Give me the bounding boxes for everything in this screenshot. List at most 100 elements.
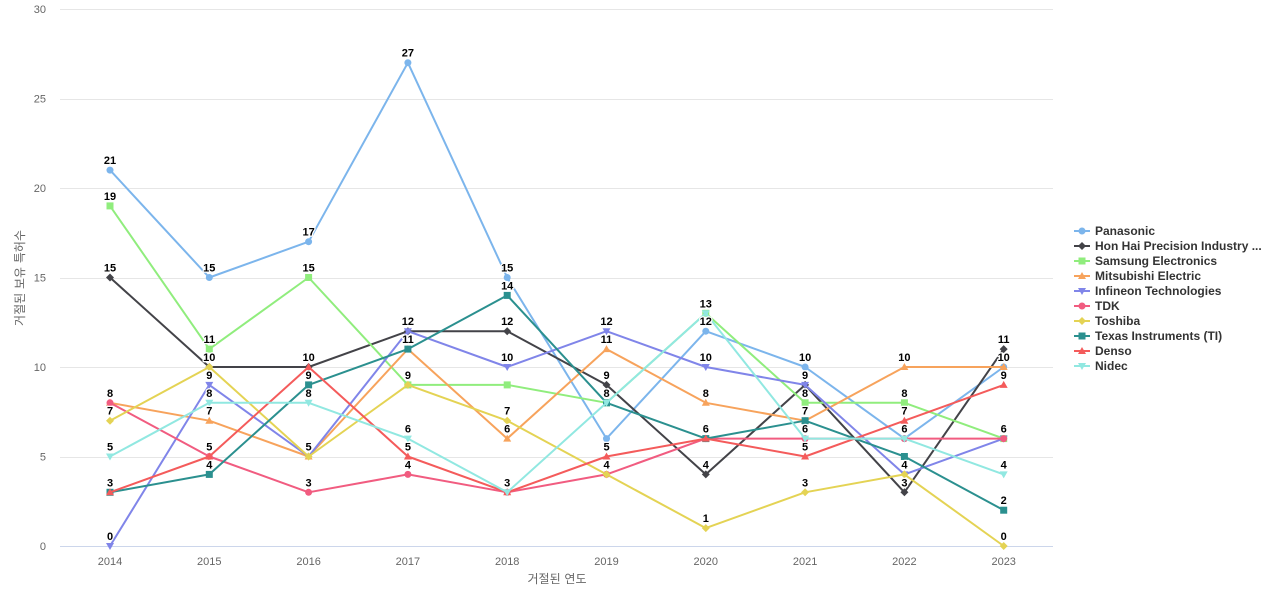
data-label: 17 [302, 227, 314, 239]
data-point [999, 542, 1008, 550]
data-label: 5 [306, 442, 312, 454]
data-label: 10 [898, 352, 910, 364]
series-line [109, 61, 1005, 440]
legend-symbol [1078, 272, 1086, 279]
data-label-halo: 4 [206, 459, 213, 471]
data-point [106, 416, 114, 425]
data-label: 5 [107, 442, 113, 454]
data-point [900, 453, 908, 460]
legend-item[interactable]: Nidec [1074, 359, 1128, 373]
data-label-halo: 9 [405, 370, 411, 382]
y-tick-label: 25 [34, 94, 46, 106]
x-tick-label: 2020 [694, 556, 718, 568]
data-point [1000, 506, 1008, 514]
data-label-halo: 6 [1001, 424, 1007, 436]
data-label: 8 [901, 388, 907, 400]
x-tick-label: 2014 [98, 556, 122, 568]
legend-item[interactable]: Infineon Technologies [1074, 284, 1222, 298]
data-label: 9 [206, 370, 212, 382]
data-point [999, 380, 1008, 388]
data-label-halo: 2 [1001, 495, 1007, 507]
legend-symbol [1078, 332, 1086, 340]
data-label-halo: 6 [703, 424, 709, 436]
data-point [106, 543, 114, 550]
data-label-halo: 6 [504, 424, 510, 436]
data-label: 5 [603, 442, 609, 454]
x-tick-label: 2016 [296, 556, 320, 568]
data-label: 9 [405, 370, 411, 382]
legend-item[interactable]: Hon Hai Precision Industry ... [1074, 239, 1262, 253]
data-label-halo: 8 [901, 388, 907, 400]
data-point [701, 524, 710, 533]
data-label: 15 [302, 263, 314, 275]
data-label-halo: 7 [802, 406, 808, 418]
data-point [701, 470, 710, 479]
data-label: 27 [402, 48, 414, 60]
data-label-halo: 8 [603, 388, 609, 400]
y-tick-label: 10 [34, 362, 46, 374]
data-label-halo: 6 [405, 424, 411, 436]
data-label: 3 [107, 477, 113, 489]
data-label-halo: 9 [802, 370, 808, 382]
y-tick-label: 30 [34, 4, 46, 16]
data-label-halo: 5 [206, 442, 212, 454]
data-label-halo: 4 [603, 459, 610, 471]
data-point [701, 398, 710, 406]
data-label-halo: 9 [1001, 370, 1007, 382]
data-point [900, 399, 908, 407]
legend-label: Samsung Electronics [1095, 254, 1217, 268]
legend-item[interactable]: Denso [1074, 344, 1132, 358]
data-point [106, 166, 114, 174]
legend-item[interactable]: Texas Instruments (TI) [1074, 329, 1222, 343]
data-label-halo: 10 [203, 352, 215, 364]
data-label-halo: 8 [107, 388, 113, 400]
data-label: 4 [901, 459, 908, 471]
data-label-halo: 0 [107, 531, 113, 543]
data-label-halo: 11 [402, 334, 414, 346]
data-label: 7 [107, 406, 113, 418]
legend-label: Hon Hai Precision Industry ... [1095, 239, 1262, 253]
data-label-halo: 10 [799, 352, 811, 364]
legend-item[interactable]: Samsung Electronics [1074, 254, 1217, 268]
data-label: 10 [203, 352, 215, 364]
data-label-halo: 3 [306, 477, 312, 489]
data-point [503, 381, 511, 389]
legend-item[interactable]: Mitsubishi Electric [1074, 269, 1201, 283]
data-point [205, 452, 214, 460]
data-label-halo: 10 [203, 352, 215, 364]
data-label: 5 [206, 442, 212, 454]
data-label: 4 [206, 459, 213, 471]
data-label-halo: 5 [603, 442, 609, 454]
data-label-halo: 9 [802, 370, 808, 382]
data-label-halo: 1 [703, 513, 709, 525]
data-point [503, 291, 511, 299]
data-label: 21 [104, 155, 116, 167]
data-point [602, 452, 611, 460]
data-point [999, 471, 1008, 479]
legend-item[interactable]: TDK [1074, 299, 1120, 313]
data-label: 7 [901, 406, 907, 418]
data-point [801, 435, 810, 443]
data-label-halo: 15 [104, 263, 116, 275]
legend-symbol [1078, 288, 1086, 295]
data-label: 5 [802, 442, 808, 454]
x-tick-label: 2017 [396, 556, 420, 568]
data-label-halo: 15 [203, 263, 215, 275]
x-tick-label: 2019 [594, 556, 618, 568]
legend-symbol [1078, 257, 1086, 265]
data-point [403, 328, 412, 336]
legend-symbol [1078, 347, 1086, 354]
data-label: 14 [501, 280, 514, 292]
legend-item[interactable]: Panasonic [1074, 224, 1155, 238]
data-label: 8 [206, 388, 212, 400]
data-label: 6 [703, 424, 709, 436]
legend-item[interactable]: Toshiba [1074, 314, 1140, 328]
data-label-halo: 10 [998, 352, 1010, 364]
data-label-halo: 7 [901, 406, 907, 418]
data-label: 11 [601, 334, 613, 346]
data-label-halo: 10 [700, 352, 712, 364]
data-label: 11 [203, 334, 215, 346]
data-label-halo: 8 [206, 388, 212, 400]
data-label: 11 [998, 334, 1010, 346]
